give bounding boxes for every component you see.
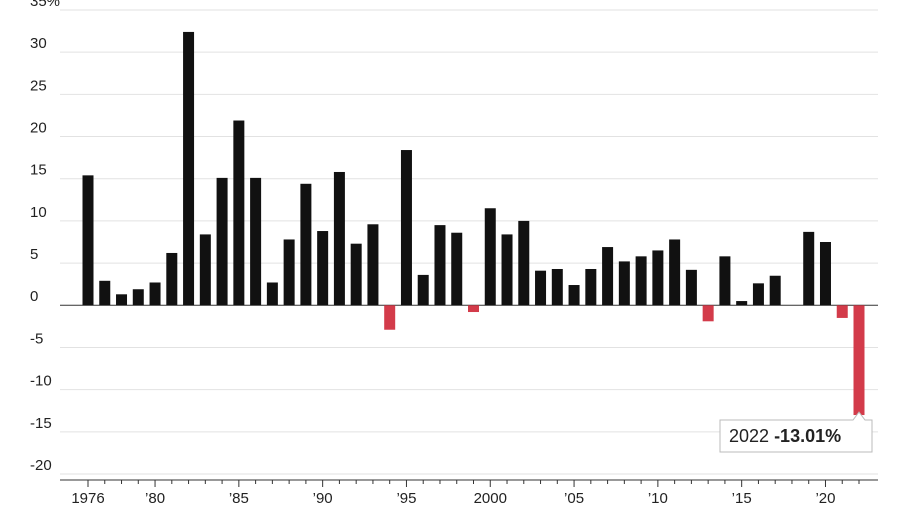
bar — [417, 274, 429, 306]
y-tick-label: -10 — [30, 373, 52, 390]
bar — [434, 225, 446, 306]
bar — [702, 305, 714, 322]
x-tick-label: ’85 — [229, 490, 249, 507]
bar — [300, 183, 312, 306]
bar — [551, 268, 563, 306]
annotation-box — [719, 411, 873, 453]
y-tick-label: 25 — [30, 77, 47, 94]
y-tick-label: -15 — [30, 415, 52, 432]
bar — [317, 231, 329, 306]
y-tick-label: 0 — [30, 288, 38, 305]
annotation: 2022 -13.01% — [719, 411, 873, 453]
y-tick-label: 10 — [30, 204, 47, 221]
annotation-text: 2022 -13.01% — [729, 426, 841, 446]
bar — [216, 177, 228, 306]
bar — [635, 256, 647, 306]
x-tick-label: ’95 — [396, 490, 416, 507]
bar — [384, 305, 396, 330]
bar — [769, 275, 781, 306]
y-tick-label: 35% — [30, 0, 60, 10]
bar — [585, 268, 597, 306]
x-tick-label: ’80 — [145, 490, 165, 507]
x-tick-label: ’15 — [732, 490, 752, 507]
bar — [183, 31, 195, 306]
bar — [451, 232, 463, 306]
bar — [602, 247, 614, 306]
bar — [149, 282, 161, 306]
bar — [116, 294, 128, 306]
bar — [618, 261, 630, 306]
bar — [685, 269, 697, 306]
bar — [819, 242, 831, 306]
bar — [803, 231, 815, 306]
bar — [99, 280, 111, 306]
bar — [400, 150, 412, 306]
bar — [283, 239, 295, 306]
y-tick-label: 15 — [30, 162, 47, 179]
y-tick-label: -20 — [30, 457, 52, 474]
bar — [266, 282, 278, 306]
bar — [652, 250, 664, 306]
bar — [535, 270, 547, 306]
bar — [736, 301, 748, 306]
bar — [468, 305, 479, 313]
x-tick-label: 1976 — [71, 490, 104, 507]
bar — [367, 224, 379, 306]
x-tick-label: 2000 — [474, 490, 507, 507]
bar — [719, 256, 731, 306]
bar — [350, 243, 362, 306]
bar — [518, 220, 530, 306]
annotation-value: -13.01% — [774, 426, 841, 446]
bar — [501, 234, 513, 306]
x-tick-label: ’20 — [815, 490, 835, 507]
bar — [836, 305, 848, 318]
bar — [333, 171, 345, 306]
bar — [484, 208, 496, 306]
bar — [166, 252, 178, 306]
bar — [132, 289, 144, 306]
bar — [82, 175, 94, 306]
x-tick-label: ’10 — [648, 490, 668, 507]
y-tick-label: 20 — [30, 120, 47, 137]
bar — [752, 283, 764, 306]
x-tick-label: ’90 — [313, 490, 333, 507]
bar — [853, 305, 865, 416]
bar — [199, 234, 211, 306]
bar — [233, 120, 245, 306]
y-tick-label: 30 — [30, 35, 47, 52]
x-tick-label: ’05 — [564, 490, 584, 507]
y-tick-label: 5 — [30, 246, 38, 263]
bar — [250, 177, 262, 306]
bar — [669, 239, 681, 306]
annotation-year: 2022 — [729, 426, 769, 446]
y-tick-label: -5 — [30, 330, 43, 347]
bar — [568, 285, 580, 306]
